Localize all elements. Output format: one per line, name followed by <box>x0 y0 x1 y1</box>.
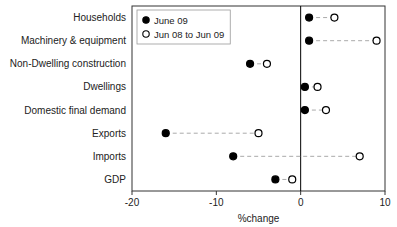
plot-frame <box>132 6 385 191</box>
x-tick-label: -10 <box>209 197 224 208</box>
connector <box>166 133 259 134</box>
x-tick-label: -20 <box>125 197 140 208</box>
legend-marker <box>143 31 149 37</box>
point <box>356 153 363 160</box>
point <box>255 130 262 137</box>
category-label: Exports <box>92 128 126 139</box>
point <box>373 37 380 44</box>
connector <box>309 40 376 41</box>
legend-label: Jun 08 to Jun 09 <box>154 29 224 40</box>
reference-line <box>300 6 301 191</box>
x-tick <box>385 191 386 195</box>
x-tick <box>132 191 133 195</box>
legend: June 09 Jun 08 to Jun 09 <box>137 10 230 44</box>
point <box>306 37 313 44</box>
point <box>322 107 329 114</box>
legend-label: June 09 <box>154 15 188 26</box>
point <box>230 153 237 160</box>
x-tick-label: 0 <box>298 197 304 208</box>
point <box>306 14 313 21</box>
category-label: Machinery & equipment <box>21 35 126 46</box>
x-tick <box>300 191 301 195</box>
point <box>314 83 321 90</box>
x-tick <box>216 191 217 195</box>
category-label: Non-Dwelling construction <box>10 58 126 69</box>
category-label: GDP <box>104 174 126 185</box>
connector <box>233 156 360 157</box>
point <box>247 60 254 67</box>
category-label: Dwellings <box>83 81 126 92</box>
category-label: Households <box>73 12 126 23</box>
x-tick-label: 10 <box>379 197 391 208</box>
category-label: Domestic final demand <box>24 105 126 116</box>
legend-marker <box>143 17 149 23</box>
point <box>289 176 296 183</box>
point <box>162 130 169 137</box>
point <box>301 83 308 90</box>
chart: -20 -10 0 10 %change Households Machinery & eq… <box>0 0 397 227</box>
x-axis-label: %change <box>238 213 280 224</box>
point <box>272 176 279 183</box>
point <box>301 107 308 114</box>
point <box>263 60 270 67</box>
category-label: Imports <box>93 151 126 162</box>
point <box>331 14 338 21</box>
legend-frame <box>137 10 230 44</box>
